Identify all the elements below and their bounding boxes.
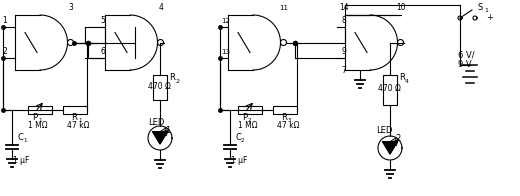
Text: 7: 7 [342,66,346,75]
Text: 14: 14 [339,3,349,12]
Text: 1: 1 [484,8,488,13]
Text: 5: 5 [100,16,106,25]
Text: 2: 2 [175,79,179,84]
Text: 8: 8 [342,16,346,25]
Text: 47 kΩ: 47 kΩ [277,121,300,130]
Text: 13: 13 [222,49,230,55]
Text: 4: 4 [405,79,409,84]
Text: S: S [478,3,483,12]
Text: 1: 1 [23,138,27,143]
Bar [28,106,52,114]
Text: 1: 1 [38,118,42,123]
Text: 1 μF: 1 μF [231,156,248,165]
Text: 10: 10 [397,3,406,12]
Text: R: R [169,73,175,82]
Text: P: P [242,113,247,122]
Text: 11: 11 [279,5,288,11]
Text: 1: 1 [78,118,82,123]
Text: R: R [71,113,77,122]
Bar [273,106,297,114]
Bar [63,106,87,114]
Text: 470 Ω: 470 Ω [148,82,171,91]
Text: +: + [486,13,493,22]
Text: 1: 1 [165,126,170,135]
Text: 47 kΩ: 47 kΩ [67,121,89,130]
Text: 1: 1 [3,16,7,25]
Text: 1 μF: 1 μF [13,156,29,165]
Text: 2: 2 [241,138,244,143]
Text: P: P [32,113,37,122]
Text: 2: 2 [395,134,400,143]
Text: 6: 6 [100,47,106,56]
Text: 3: 3 [68,3,73,12]
Text: LED: LED [148,118,164,127]
Text: R: R [399,73,405,82]
Bar [153,75,167,100]
Text: 2: 2 [3,47,7,56]
Text: C: C [235,133,241,142]
Text: 9: 9 [342,47,346,56]
Text: 470 Ω: 470 Ω [378,84,401,93]
Text: C: C [17,133,23,142]
Bar [238,106,262,114]
Bar [383,75,397,105]
Text: R: R [281,113,287,122]
Polygon shape [383,142,397,154]
Text: 3: 3 [288,118,292,123]
Text: 12: 12 [222,18,230,24]
Text: LED: LED [376,126,393,135]
Text: 9 V: 9 V [458,60,472,69]
Text: 2: 2 [248,118,252,123]
Polygon shape [153,132,167,144]
Text: 1 MΩ: 1 MΩ [238,121,257,130]
Text: 6 V/: 6 V/ [458,50,475,59]
Text: 4: 4 [159,3,164,12]
Text: 1 MΩ: 1 MΩ [28,121,48,130]
